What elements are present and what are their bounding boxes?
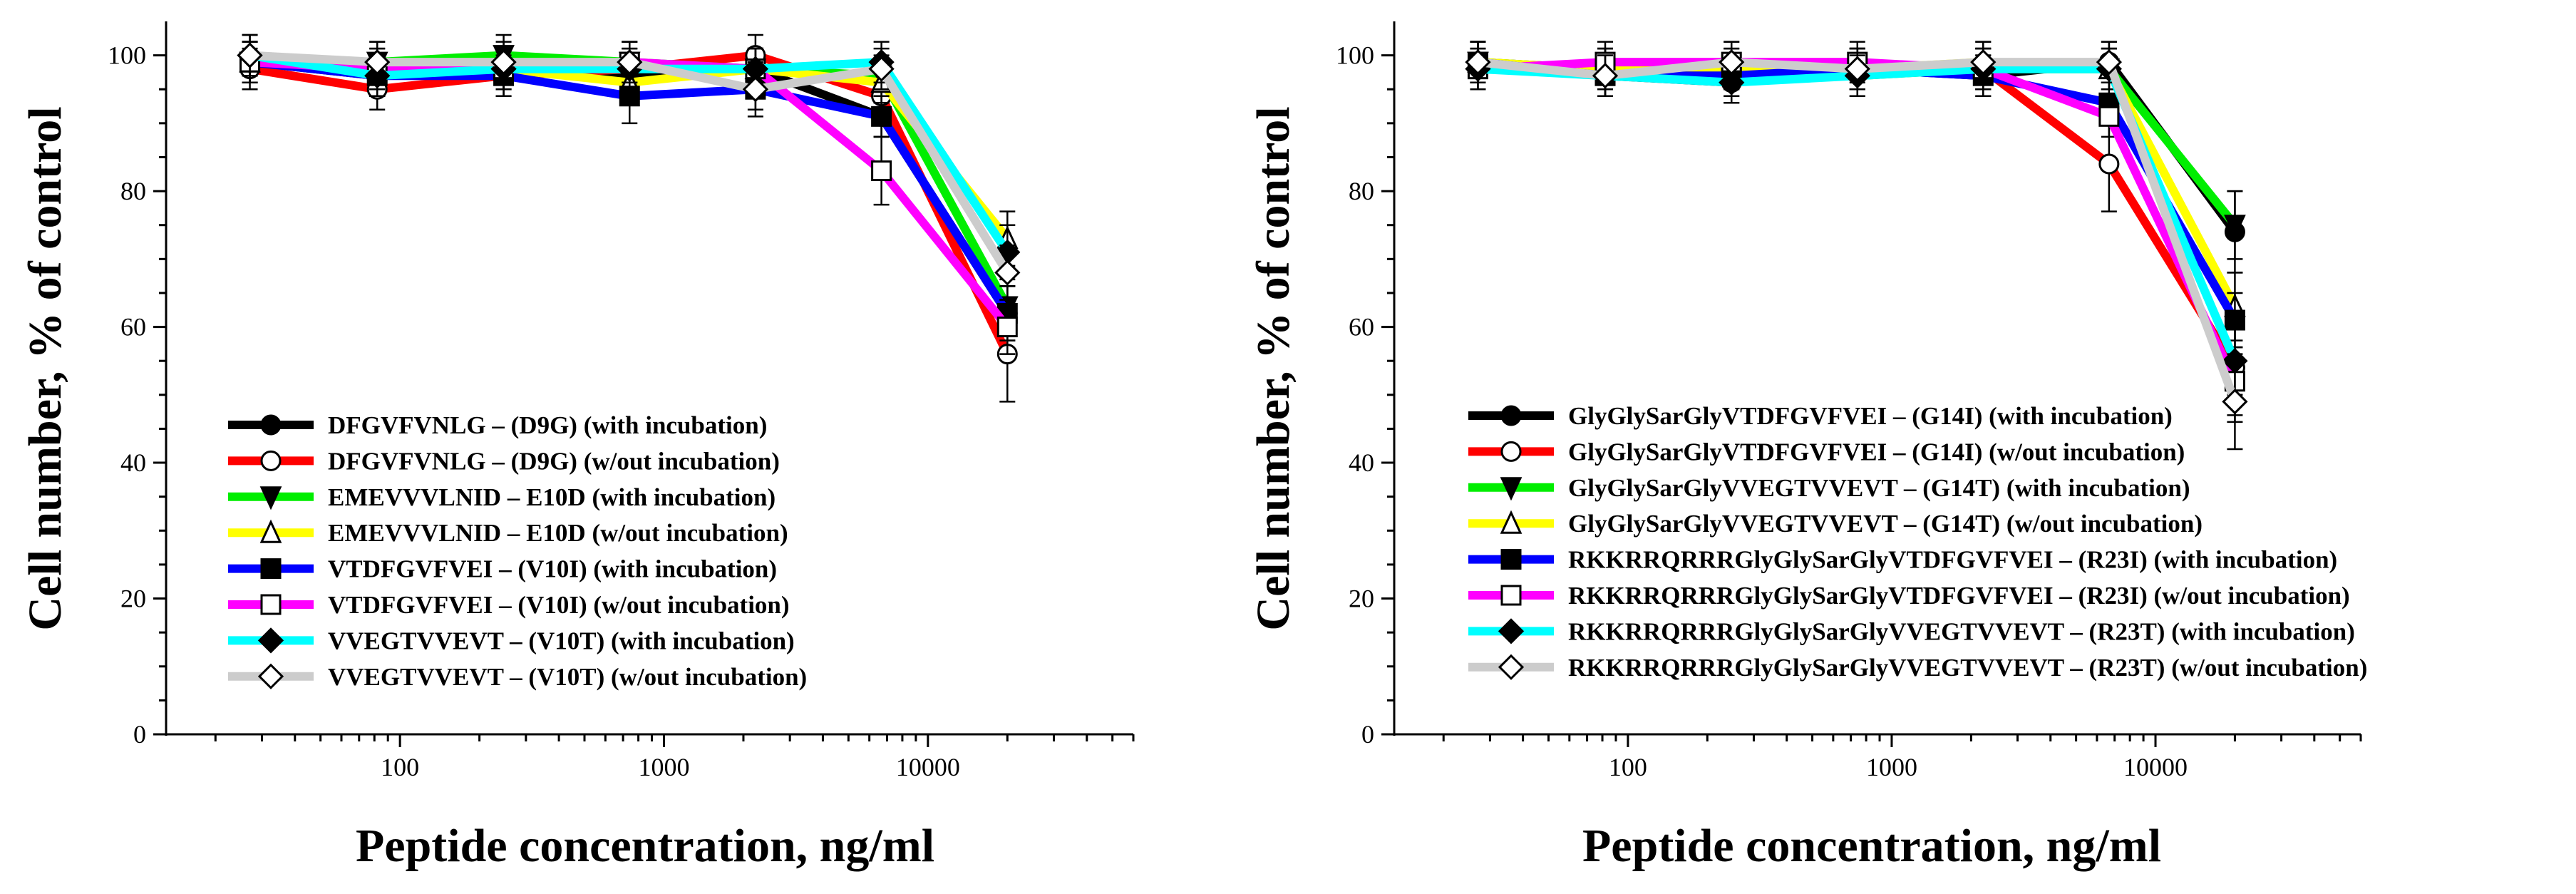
y-axis-title-left: Cell number, % of control	[19, 106, 71, 630]
data-point	[998, 318, 1016, 336]
legend-marker	[259, 629, 282, 652]
y-tick-label-right: 100	[1336, 41, 1374, 70]
legend-left: DFGVFVNLG – (D9G) (with incubation) DFGVF…	[228, 411, 807, 691]
legend-marker	[259, 665, 282, 688]
legend-entry-1-left: DFGVFVNLG – (D9G) (with incubation)	[228, 411, 767, 439]
legend-entry-6-right: RKKRRQRRRGlyGlySarGlyVTDFGVFVEI – (R23I)…	[1468, 582, 2350, 610]
legend-entry-3-left: EMEVVVLNID – E10D (with incubation)	[228, 483, 776, 511]
legend-marker	[262, 451, 280, 470]
legend-label: DFGVFVNLG – (D9G) (w/out incubation)	[328, 447, 780, 475]
legend-entry-8-right: RKKRRQRRRGlyGlySarGlyVVEGTVVEVT – (R23T)…	[1468, 654, 2367, 682]
legend-entry-2-right: GlyGlySarGlyVTDFGVFVEI – (G14I) (w/out i…	[1468, 438, 2185, 466]
chart-panel-left: Cell number, % of control Peptide concen…	[19, 21, 1133, 872]
series-layer-right	[1466, 42, 2246, 449]
legend-entry-1-right: GlyGlySarGlyVTDFGVFVEI – (G14I) (with in…	[1468, 402, 2173, 430]
legend-label: RKKRRQRRRGlyGlySarGlyVTDFGVFVEI – (R23I)…	[1568, 546, 2337, 574]
series-layer-left	[239, 35, 1019, 401]
legend-label: VTDFGVFVEI – (V10I) (w/out incubation)	[328, 591, 790, 619]
legend-label: VVEGTVVEVT – (V10T) (w/out incubation)	[328, 663, 807, 691]
legend-label: GlyGlySarGlyVVEGTVVEVT – (G14T) (w/out i…	[1568, 510, 2203, 538]
series-line	[1478, 69, 2235, 361]
legend-label: EMEVVVLNID – E10D (w/out incubation)	[328, 519, 788, 547]
series-line	[1478, 62, 2235, 381]
legend-marker	[1500, 656, 1523, 679]
series-line	[1478, 62, 2235, 401]
legend-entry-5-right: RKKRRQRRRGlyGlySarGlyVTDFGVFVEI – (R23I)…	[1468, 546, 2337, 574]
legend-right: GlyGlySarGlyVTDFGVFVEI – (G14I) (with in…	[1468, 402, 2367, 682]
legend-label: VTDFGVFVEI – (V10I) (with incubation)	[328, 555, 777, 583]
x-tick-label-left: 1000	[638, 753, 689, 781]
legend-marker	[262, 416, 280, 434]
legend-marker	[262, 560, 280, 578]
legend-marker	[1502, 406, 1520, 425]
y-axis-title-right: Cell number, % of control	[1247, 106, 1299, 630]
legend-entry-2-left: DFGVFVNLG – (D9G) (w/out incubation)	[228, 447, 780, 475]
legend-marker	[262, 595, 280, 614]
legend-entry-7-left: VVEGTVVEVT – (V10T) (with incubation)	[228, 627, 795, 654]
legend-marker	[1502, 550, 1520, 569]
x-axis-title-right: Peptide concentration, ng/ml	[1582, 820, 2161, 872]
x-tick-label-right: 100	[1609, 753, 1647, 781]
y-tick-label-right: 0	[1361, 720, 1374, 749]
legend-label: RKKRRQRRRGlyGlySarGlyVTDFGVFVEI – (R23I)…	[1568, 582, 2350, 610]
legend-label: DFGVFVNLG – (D9G) (with incubation)	[328, 411, 767, 439]
legend-entry-4-right: GlyGlySarGlyVVEGTVVEVT – (G14T) (w/out i…	[1468, 510, 2203, 538]
legend-entry-6-left: VTDFGVFVEI – (V10I) (w/out incubation)	[228, 591, 790, 619]
data-point	[2100, 155, 2118, 173]
chart-panel-right: Cell number, % of control Peptide concen…	[1247, 21, 2367, 872]
legend-entry-4-left: EMEVVVLNID – E10D (w/out incubation)	[228, 519, 788, 547]
y-tick-label-left: 0	[133, 720, 146, 749]
y-tick-label-right: 60	[1349, 313, 1374, 341]
legend-label: GlyGlySarGlyVVEGTVVEVT – (G14T) (with in…	[1568, 474, 2190, 502]
data-point	[2223, 390, 2246, 413]
x-tick-label-left: 10000	[896, 753, 960, 781]
y-tick-label-right: 40	[1349, 448, 1374, 477]
legend-entry-8-left: VVEGTVVEVT – (V10T) (w/out incubation)	[228, 663, 807, 691]
y-tick-label-left: 80	[120, 177, 146, 205]
legend-label: GlyGlySarGlyVTDFGVFVEI – (G14I) (with in…	[1568, 402, 2173, 430]
y-tick-label-left: 20	[120, 585, 146, 613]
legend-label: GlyGlySarGlyVTDFGVFVEI – (G14I) (w/out i…	[1568, 438, 2185, 466]
legend-entry-3-right: GlyGlySarGlyVVEGTVVEVT – (G14T) (with in…	[1468, 474, 2190, 502]
y-tick-label-left: 60	[120, 313, 146, 341]
data-point	[872, 162, 891, 180]
x-tick-label-right: 1000	[1866, 753, 1917, 781]
y-tick-label-right: 20	[1349, 585, 1374, 613]
legend-entry-7-right: RKKRRQRRRGlyGlySarGlyVVEGTVVEVT – (R23T)…	[1468, 617, 2355, 645]
legend-label: EMEVVVLNID – E10D (with incubation)	[328, 483, 776, 511]
legend-label: VVEGTVVEVT – (V10T) (with incubation)	[328, 627, 795, 654]
figure: Cell number, % of control Peptide concen…	[0, 0, 2576, 890]
legend-label: RKKRRQRRRGlyGlySarGlyVVEGTVVEVT – (R23T)…	[1568, 617, 2355, 645]
y-tick-label-right: 80	[1349, 177, 1374, 205]
legend-marker	[1502, 586, 1520, 605]
chart-canvas: Cell number, % of control Peptide concen…	[0, 0, 2576, 890]
x-axis-title-left: Peptide concentration, ng/ml	[356, 820, 934, 872]
legend-label: RKKRRQRRRGlyGlySarGlyVVEGTVVEVT – (R23T)…	[1568, 654, 2367, 682]
legend-marker	[1502, 442, 1520, 461]
y-tick-label-left: 100	[108, 41, 146, 70]
x-tick-label-left: 100	[381, 753, 419, 781]
data-point	[2100, 107, 2118, 125]
x-tick-label-right: 10000	[2123, 753, 2188, 781]
y-tick-label-left: 40	[120, 448, 146, 477]
legend-marker	[1500, 620, 1523, 642]
data-point	[872, 107, 891, 125]
legend-entry-5-left: VTDFGVFVEI – (V10I) (with incubation)	[228, 555, 777, 583]
